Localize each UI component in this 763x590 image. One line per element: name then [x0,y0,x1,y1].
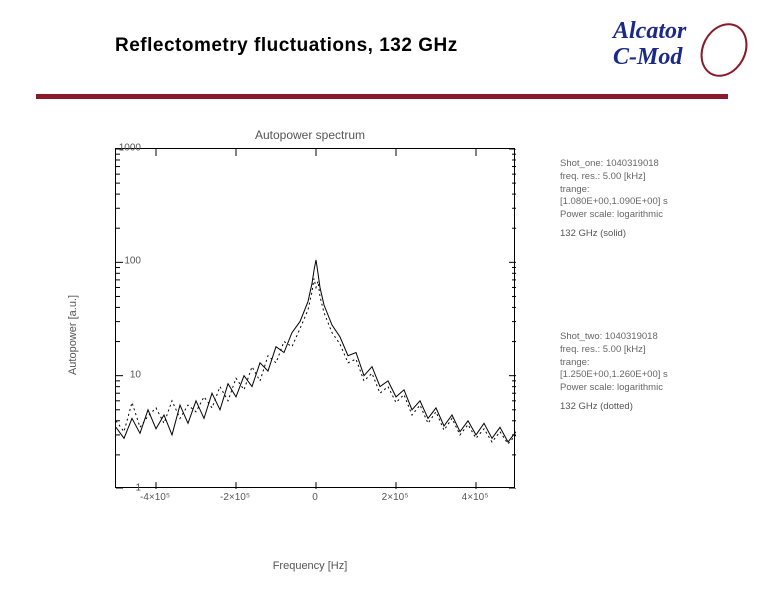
plot-svg [116,149,516,489]
x-tick-label: 0 [312,492,318,503]
y-axis-label: Autopower [a.u.] [67,295,79,375]
x-tick-label: 4×10⁵ [462,492,489,503]
header-divider [36,94,728,99]
x-tick-label: -2×10⁵ [220,492,250,503]
y-tick-label: 10 [130,369,141,380]
plot-area [115,148,515,488]
alcator-logo: Alcator C-Mod [613,18,728,80]
sidebar-block-1: Shot_one: 1040319018 freq. res.: 5.00 [k… [560,158,740,241]
header: Reflectometry fluctuations, 132 GHz Alca… [0,0,763,100]
sidebar-block-2: Shot_two: 1040319018 freq. res.: 5.00 [k… [560,331,740,414]
scale-1: Power scale: logarithmic [560,209,740,222]
trange-val-2: [1.250E+00,1.260E+00] s [560,369,740,382]
shot-two-label: Shot_two: 1040319018 [560,331,740,344]
series-tag-solid: 132 GHz (solid) [560,228,740,241]
chart-title: Autopower spectrum [75,128,545,142]
freq-res-2: freq. res.: 5.00 [kHz] [560,344,740,357]
shot-one-label: Shot_one: 1040319018 [560,158,740,171]
x-tick-label: -4×10⁵ [140,492,170,503]
page-title: Reflectometry fluctuations, 132 GHz [115,35,458,57]
y-tick-label: 100 [124,256,141,267]
x-tick-label: 2×10⁵ [382,492,409,503]
trange-val-1: [1.080E+00,1.090E+00] s [560,196,740,209]
y-tick-label: 1000 [119,143,141,154]
x-axis-label: Frequency [Hz] [75,560,545,572]
trange-label-2: trange: [560,357,740,370]
freq-res-1: freq. res.: 5.00 [kHz] [560,171,740,184]
series-tag-dotted: 132 GHz (dotted) [560,401,740,414]
trange-label-1: trange: [560,184,740,197]
sidebar-info: Shot_one: 1040319018 freq. res.: 5.00 [k… [560,158,740,504]
spectrum-chart: Autopower spectrum Autopower [a.u.] Freq… [75,130,545,540]
scale-2: Power scale: logarithmic [560,382,740,395]
